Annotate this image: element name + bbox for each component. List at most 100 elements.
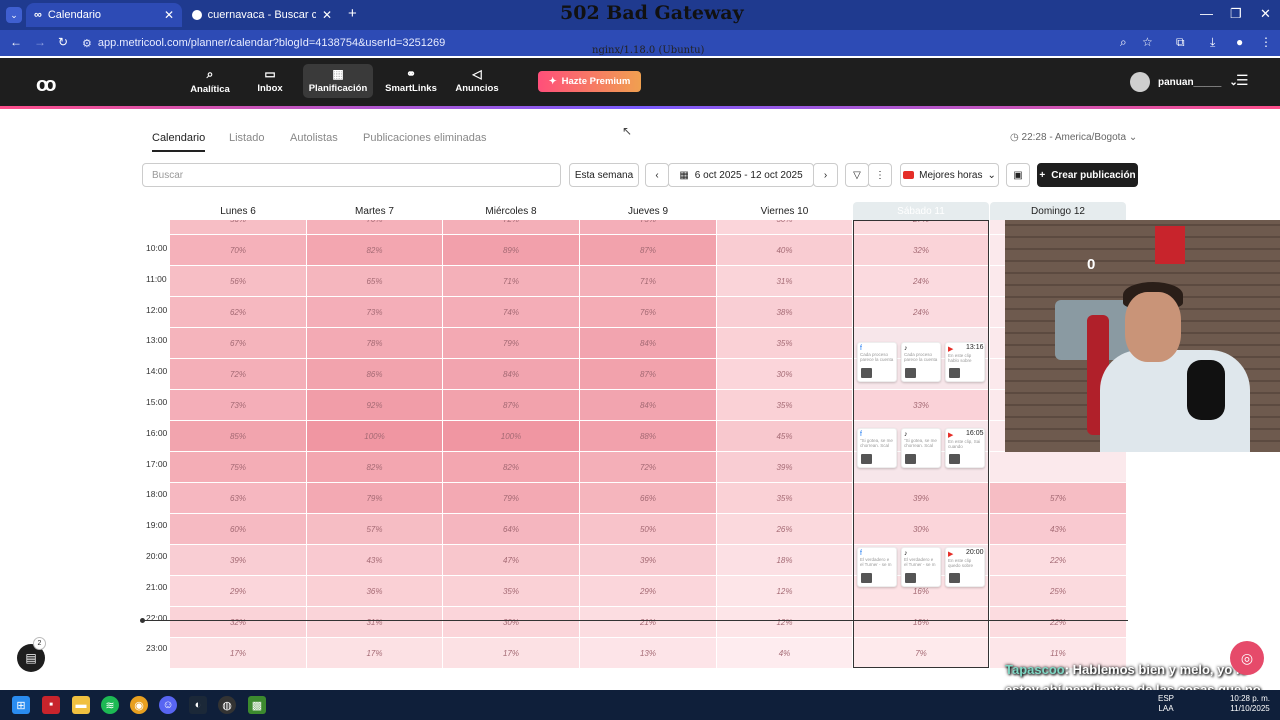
- subtab-listado[interactable]: Listado: [229, 132, 265, 144]
- back-icon[interactable]: ←: [10, 35, 22, 49]
- time-slot-cell[interactable]: 29%: [580, 576, 716, 607]
- time-slot-cell[interactable]: 87%: [580, 359, 716, 390]
- time-slot-cell[interactable]: 78%: [307, 328, 442, 359]
- time-slot-cell[interactable]: 79%: [443, 328, 579, 359]
- scheduled-post-card[interactable]: ▶ En este clip quedo sobre: [945, 547, 985, 587]
- chrome-icon[interactable]: ◉: [130, 696, 148, 714]
- scheduled-post-card[interactable]: ▶ En este clip hablo sobre: [945, 342, 985, 382]
- time-slot-cell[interactable]: 22%: [990, 607, 1126, 638]
- time-slot-cell[interactable]: 56%: [170, 266, 306, 297]
- time-slot-cell[interactable]: 88%: [580, 421, 716, 452]
- time-slot-cell[interactable]: 35%: [717, 390, 852, 421]
- media-library-button[interactable]: ▣: [1006, 163, 1030, 187]
- time-slot-cell[interactable]: 16%: [853, 607, 989, 638]
- download-icon[interactable]: ⤓: [1210, 35, 1216, 49]
- time-slot-cell[interactable]: 32%: [170, 607, 306, 638]
- hamburger-menu-icon[interactable]: ☰: [1236, 72, 1249, 88]
- time-slot-cell[interactable]: 4%: [717, 638, 852, 668]
- time-slot-cell[interactable]: 72%: [170, 359, 306, 390]
- time-slot-cell[interactable]: 11%: [990, 638, 1126, 668]
- time-slot-cell[interactable]: 84%: [443, 359, 579, 390]
- user-menu[interactable]: panuan_____ ⌄: [1130, 72, 1238, 92]
- time-slot-cell[interactable]: 40%: [717, 235, 852, 266]
- filter-button[interactable]: ▽: [845, 163, 869, 187]
- time-slot-cell[interactable]: 24%: [853, 266, 989, 297]
- time-slot-cell[interactable]: 92%: [307, 390, 442, 421]
- time-slot-cell[interactable]: 17%: [170, 638, 306, 668]
- time-slot-cell[interactable]: 38%: [717, 297, 852, 328]
- time-slot-cell[interactable]: 13%: [580, 638, 716, 668]
- scheduled-post-card[interactable]: ▶ En este clip, Sai cuando: [945, 428, 985, 468]
- time-slot-cell[interactable]: 31%: [717, 266, 852, 297]
- time-slot-cell[interactable]: 73%: [170, 390, 306, 421]
- close-window-icon[interactable]: ✕: [1260, 6, 1271, 21]
- time-slot-cell[interactable]: 35%: [717, 483, 852, 514]
- time-slot-cell[interactable]: 82%: [307, 452, 442, 483]
- time-slot-cell[interactable]: 85%: [170, 421, 306, 452]
- time-slot-cell[interactable]: 84%: [580, 328, 716, 359]
- time-slot-cell[interactable]: 79%: [307, 483, 442, 514]
- time-slot-cell[interactable]: 70%: [170, 235, 306, 266]
- create-post-button[interactable]: + Crear publicación: [1037, 163, 1138, 187]
- profile-icon[interactable]: ●: [1236, 35, 1244, 49]
- this-week-button[interactable]: Esta semana: [569, 163, 639, 187]
- tab-google-search[interactable]: cuernavaca - Buscar con Googl... ✕: [184, 3, 340, 27]
- time-slot-cell[interactable]: 43%: [990, 514, 1126, 545]
- time-slot-cell[interactable]: 32%: [853, 235, 989, 266]
- browser-menu-icon[interactable]: ⋮: [1260, 35, 1272, 49]
- time-slot-cell[interactable]: 30%: [717, 359, 852, 390]
- support-chat-button[interactable]: ◎: [1230, 641, 1264, 675]
- close-tab-icon[interactable]: ✕: [163, 8, 174, 22]
- time-slot-cell[interactable]: 67%: [170, 328, 306, 359]
- time-slot-cell[interactable]: 12%: [717, 607, 852, 638]
- prev-week-button[interactable]: ‹: [645, 163, 669, 187]
- time-slot-cell[interactable]: 72%: [443, 220, 579, 235]
- scheduled-post-card[interactable]: f "Si gotea, se me chorrean. Scal: [857, 428, 897, 468]
- time-slot-cell[interactable]: 50%: [580, 514, 716, 545]
- nav-planificacion[interactable]: ▦ Planificación: [303, 64, 373, 98]
- time-slot-cell[interactable]: 35%: [717, 328, 852, 359]
- new-tab-button[interactable]: +: [348, 5, 357, 22]
- time-slot-cell[interactable]: 100%: [307, 421, 442, 452]
- time-slot-cell[interactable]: 75%: [170, 452, 306, 483]
- time-slot-cell[interactable]: 21%: [580, 607, 716, 638]
- url-field[interactable]: ⚙ app.metricool.com/planner/calendar?blo…: [82, 34, 1162, 52]
- tab-menu-icon[interactable]: ⌄: [6, 7, 22, 23]
- time-slot-cell[interactable]: 39%: [717, 452, 852, 483]
- time-slot-cell[interactable]: 64%: [443, 514, 579, 545]
- time-slot-cell[interactable]: 45%: [717, 421, 852, 452]
- date-range-picker[interactable]: ▦ 6 oct 2025 - 12 oct 2025: [668, 163, 814, 187]
- time-slot-cell[interactable]: 39%: [580, 545, 716, 576]
- time-slot-cell[interactable]: 74%: [443, 297, 579, 328]
- time-slot-cell[interactable]: 62%: [170, 297, 306, 328]
- premium-button[interactable]: ✦ Hazte Premium: [538, 71, 641, 92]
- file-explorer-icon[interactable]: ▬: [72, 696, 90, 714]
- windows-start-icon[interactable]: ⊞: [12, 696, 30, 714]
- nav-inbox[interactable]: ▭ Inbox: [235, 64, 305, 98]
- time-slot-cell[interactable]: 70%: [307, 220, 442, 235]
- time-slot-cell[interactable]: 31%: [307, 607, 442, 638]
- app-red-icon[interactable]: ■: [42, 696, 60, 714]
- time-slot-cell[interactable]: 30%: [717, 220, 852, 235]
- time-slot-cell[interactable]: 39%: [170, 545, 306, 576]
- time-slot-cell[interactable]: 33%: [853, 390, 989, 421]
- minecraft-icon[interactable]: ▩: [248, 696, 266, 714]
- close-tab-icon[interactable]: ✕: [321, 8, 332, 22]
- time-slot-cell[interactable]: 79%: [443, 483, 579, 514]
- time-slot-cell[interactable]: 63%: [170, 483, 306, 514]
- time-slot-cell[interactable]: 73%: [307, 297, 442, 328]
- time-slot-cell[interactable]: 57%: [307, 514, 442, 545]
- scheduled-post-card[interactable]: f Cada proceso parece la cuenta: [857, 342, 897, 382]
- time-slot-cell[interactable]: 65%: [307, 266, 442, 297]
- subtab-autolistas[interactable]: Autolistas: [290, 132, 338, 144]
- obs-icon[interactable]: ◍: [218, 696, 236, 714]
- metricool-logo-icon[interactable]: oo: [36, 74, 57, 96]
- time-slot-cell[interactable]: 71%: [580, 266, 716, 297]
- bookmark-star-icon[interactable]: ☆: [1142, 35, 1153, 49]
- forward-icon[interactable]: →: [34, 35, 46, 49]
- time-slot-cell[interactable]: 87%: [580, 235, 716, 266]
- spotify-icon[interactable]: ≋: [101, 696, 119, 714]
- scheduled-post-card[interactable]: ♪ Cada proceso parece la cuenta: [901, 342, 941, 382]
- time-slot-cell[interactable]: 22%: [990, 545, 1126, 576]
- time-slot-cell[interactable]: 60%: [170, 514, 306, 545]
